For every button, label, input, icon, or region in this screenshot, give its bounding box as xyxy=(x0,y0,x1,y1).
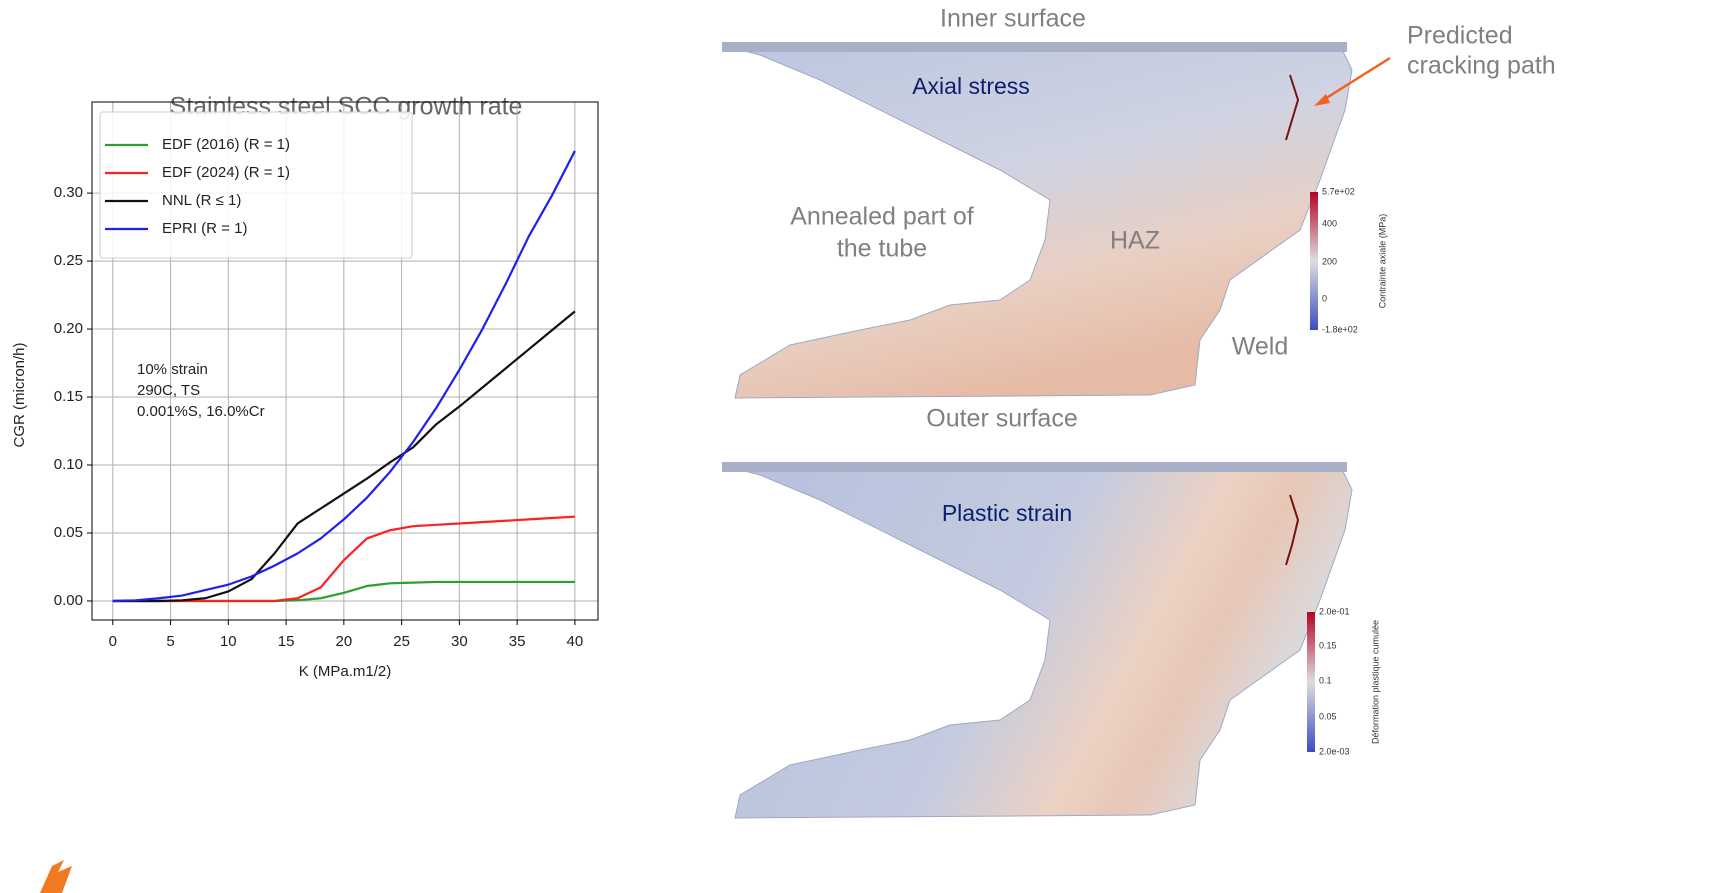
y-axis-label: CGR (micron/h) xyxy=(11,342,28,447)
legend-label: NNL (R ≤ 1) xyxy=(162,192,241,209)
y-tick-label: 0.20 xyxy=(54,320,83,337)
x-tick-label: 10 xyxy=(220,633,237,650)
colorbar xyxy=(1307,612,1315,752)
colorbar-tick: 2.0e-03 xyxy=(1319,746,1350,756)
label: HAZ xyxy=(1110,227,1160,255)
colorbar-tick: -1.8e+02 xyxy=(1322,324,1358,334)
colorbar-tick: 0 xyxy=(1322,293,1327,303)
label: Inner surface xyxy=(940,5,1086,33)
colorbar-tick: 400 xyxy=(1322,218,1337,228)
logo xyxy=(40,860,72,893)
x-tick-label: 0 xyxy=(109,633,117,650)
x-tick-label: 35 xyxy=(509,633,526,650)
colorbar xyxy=(1310,192,1318,330)
label: Plastic strain xyxy=(942,500,1072,526)
slide: Inner surface Predicted cracking path Ax… xyxy=(0,0,1713,893)
y-tick-label: 0.25 xyxy=(54,252,83,269)
x-tick-label: 25 xyxy=(393,633,410,650)
annotation: 0.001%S, 16.0%Cr xyxy=(137,403,265,420)
colorbar-tick: 0.1 xyxy=(1319,675,1332,685)
x-tick-label: 15 xyxy=(278,633,295,650)
label: Weld xyxy=(1232,333,1289,361)
label: Predicted xyxy=(1407,22,1513,50)
legend-label: EDF (2016) (R = 1) xyxy=(162,136,290,153)
label: Axial stress xyxy=(912,73,1030,99)
colorbar-tick: 5.7e+02 xyxy=(1322,186,1355,196)
y-tick-label: 0.15 xyxy=(54,388,83,405)
label: the tube xyxy=(837,235,927,263)
colorbar-tick: 2.0e-01 xyxy=(1319,606,1350,616)
colorbar-tick: 0.05 xyxy=(1319,711,1337,721)
legend-box xyxy=(100,112,412,258)
y-tick-label: 0.05 xyxy=(54,524,83,541)
legend-label: EDF (2024) (R = 1) xyxy=(162,164,290,181)
colorbar-title: Contrainte axiale (MPa) xyxy=(1377,214,1387,309)
colorbar-title: Déformation plastique cumulée xyxy=(1370,620,1380,744)
colorbar-tick: 200 xyxy=(1322,256,1337,266)
colorbar-tick: 0.15 xyxy=(1319,640,1337,650)
x-tick-label: 5 xyxy=(166,633,174,650)
x-tick-label: 30 xyxy=(451,633,468,650)
legend-label: EPRI (R = 1) xyxy=(162,220,247,237)
y-tick-label: 0.30 xyxy=(54,184,83,201)
x-tick-label: 20 xyxy=(336,633,353,650)
annotation: 10% strain xyxy=(137,361,208,378)
y-tick-label: 0.00 xyxy=(54,592,83,609)
label: cracking path xyxy=(1407,52,1556,80)
annotation: 290C, TS xyxy=(137,382,200,399)
label: Outer surface xyxy=(926,405,1077,433)
x-axis-label: K (MPa.m1/2) xyxy=(299,663,392,680)
label: Annealed part of xyxy=(790,203,974,231)
y-tick-label: 0.10 xyxy=(54,456,83,473)
x-tick-label: 40 xyxy=(567,633,584,650)
